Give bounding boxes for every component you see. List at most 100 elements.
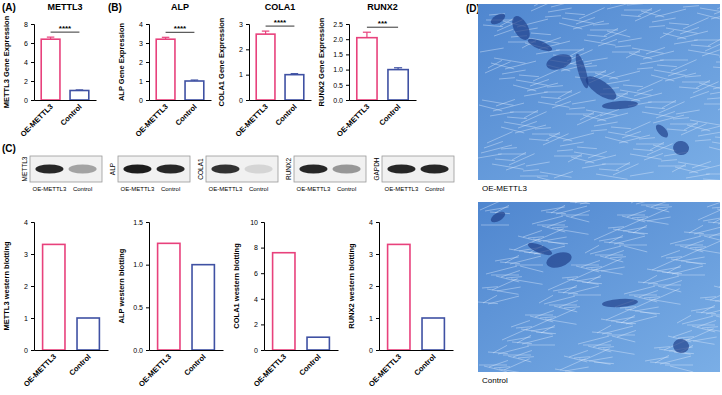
cell-streak [495, 159, 515, 161]
error-bar-stem [366, 32, 367, 37]
cell-streak [624, 246, 647, 252]
stain-deposit [582, 72, 620, 104]
cell-streak [704, 236, 720, 242]
y-axis-title: RUNX2 Gene Expression [317, 17, 326, 106]
cell-streak [686, 174, 710, 178]
cell-streak [615, 46, 631, 47]
cell-streak [579, 8, 605, 19]
cell-streak [716, 62, 720, 63]
cell-streak [507, 337, 531, 341]
y-tick-mark [346, 85, 349, 86]
cell-streak [624, 10, 652, 11]
cell-streak [682, 316, 713, 324]
cell-streak [558, 292, 578, 294]
western-blot: GAPDHOE-METTL3Control [373, 156, 454, 192]
bar [422, 318, 444, 350]
y-axis: 0123 [239, 21, 249, 104]
blot-lane-label: OE-METTL3 [33, 186, 67, 192]
cell-streak [533, 70, 559, 81]
cell-streak [691, 45, 711, 47]
western-blot: METTL3OE-METTL3Control [21, 156, 102, 192]
cell-streak [696, 312, 716, 314]
x-tick: Control [377, 100, 402, 127]
cell-streak [607, 31, 630, 37]
bar [43, 244, 65, 350]
stain-deposit [602, 298, 638, 308]
plot-marks [156, 37, 204, 100]
cell-streak [685, 240, 704, 247]
blot-lane-label: Control [249, 186, 268, 192]
x-tick-label: OE-METTL3 [335, 102, 371, 138]
cell-streak [500, 262, 520, 264]
stain-deposit [509, 13, 534, 43]
cell-streak [601, 267, 625, 271]
blot-band [35, 165, 63, 174]
cell-streak [646, 206, 669, 212]
y-tick-label: 2.5 [333, 21, 343, 28]
blot-membrane [382, 156, 454, 182]
cell-streak [641, 11, 664, 17]
cell-streak [502, 329, 528, 340]
cell-streak [717, 4, 720, 9]
y-tick-label: 4 [24, 219, 28, 226]
cell-streak [669, 23, 689, 25]
cell-streak [513, 350, 532, 357]
cell-streak [542, 226, 565, 232]
cell-streak [617, 95, 640, 101]
bar-chart: ALPALP Gene Expression01234OE-METTL3Cont… [117, 2, 212, 139]
cell-streak [611, 317, 635, 321]
y-tick: 0.5 [333, 82, 349, 89]
y-tick-mark [246, 24, 249, 25]
cell-streak [491, 63, 514, 69]
x-tick: OE-METTL3 [22, 350, 58, 389]
cell-streak [498, 154, 526, 155]
cell-streak [559, 23, 582, 29]
cell-streak [532, 134, 560, 135]
cell-streak [525, 315, 553, 316]
y-tick-label: 0.0 [333, 97, 343, 104]
cell-streak [679, 87, 699, 89]
cell-streak [629, 295, 657, 296]
cell-streak [566, 216, 589, 222]
y-axis-title: ALP Gene Expression [117, 22, 126, 101]
cell-streak [501, 270, 520, 277]
cell-streak [569, 108, 585, 109]
error-bar-cap [291, 73, 298, 74]
cell-streak [683, 6, 699, 7]
cell-streak [485, 207, 509, 211]
y-tick-label: 1 [139, 78, 143, 85]
cell-streak [626, 316, 657, 324]
cell-streak [658, 166, 686, 167]
y-tick-mark [146, 307, 149, 308]
blot-lane-label: Control [161, 186, 180, 192]
cell-streak [482, 287, 498, 288]
cell-streak [529, 139, 549, 141]
y-tick-label: 1 [239, 71, 243, 78]
western-blot: RUNX2OE-METTL3Control [285, 156, 366, 192]
cell-streak [704, 104, 720, 105]
cell-streak [648, 102, 676, 103]
western-blot: COLA1OE-METTL3Control [197, 156, 278, 192]
blot-band [333, 165, 361, 174]
cell-streak [630, 154, 662, 159]
cell-streak [614, 236, 645, 244]
x-tick: OE-METTL3 [18, 100, 54, 139]
cell-streak [653, 145, 676, 151]
cell-streak [570, 202, 590, 204]
blot-target-label: ALP [109, 163, 116, 175]
cell-streak [641, 205, 669, 206]
cell-streak [554, 156, 582, 157]
stain-deposit [573, 53, 591, 90]
y-tick-mark [376, 222, 379, 223]
cell-streak [598, 347, 614, 348]
cell-streak [623, 85, 643, 87]
cell-streak [531, 327, 555, 331]
cell-streak [639, 290, 658, 297]
x-tick-label: OE-METTL3 [22, 352, 58, 388]
cell-streak [599, 169, 619, 171]
y-tick-label: 2 [24, 283, 28, 290]
cell-streak [618, 38, 642, 42]
y-axis-title: METTL3 Gene Expression [2, 15, 11, 108]
x-tick: Control [174, 100, 199, 127]
x-axis: OE-METTL3Control [367, 350, 454, 389]
